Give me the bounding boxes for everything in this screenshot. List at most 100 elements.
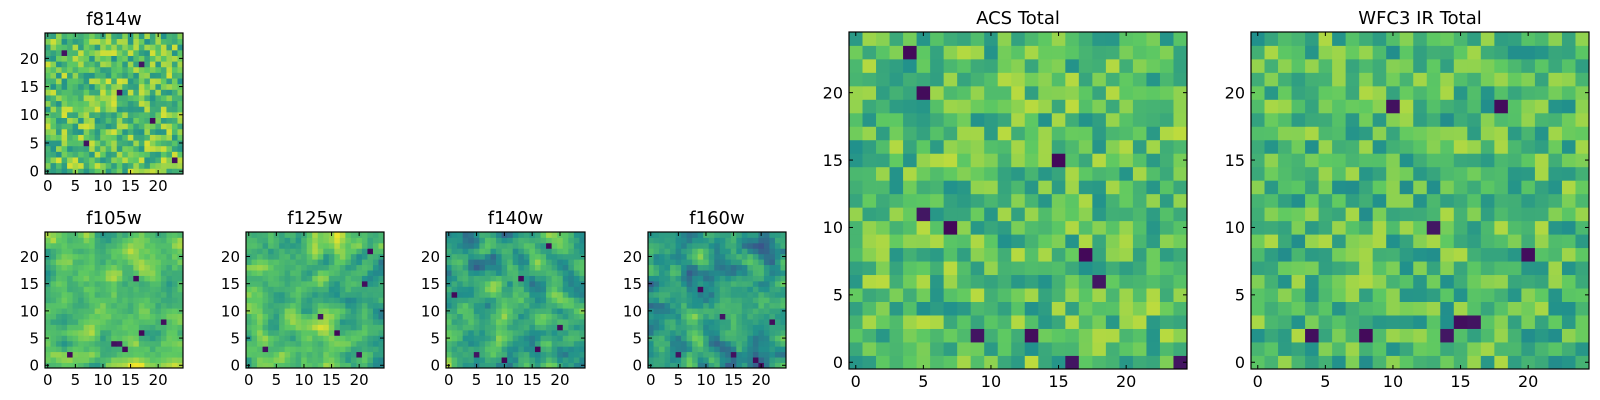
heatmap-cell	[686, 291, 693, 298]
heatmap-cell	[1453, 32, 1468, 46]
heatmap-cell	[246, 291, 252, 298]
heatmap-cell	[94, 291, 101, 298]
heatmap-cell	[725, 335, 732, 342]
heatmap-cell	[334, 297, 341, 304]
heatmap-cell	[1453, 301, 1468, 316]
heatmap-cell	[997, 180, 1012, 195]
heatmap-cell	[127, 78, 134, 85]
heatmap-cell	[534, 297, 541, 304]
heatmap-cell	[736, 270, 743, 276]
heatmap-cell	[1278, 112, 1292, 127]
heatmap-cell	[752, 351, 759, 358]
heatmap-cell	[262, 329, 269, 336]
heatmap-cell	[306, 232, 313, 238]
heatmap-cell	[1521, 126, 1536, 141]
heatmap-cell	[730, 329, 737, 336]
heatmap-cell	[862, 355, 877, 370]
heatmap-cell	[957, 315, 972, 329]
heatmap-cell	[686, 264, 693, 271]
heatmap-cell	[301, 270, 308, 276]
heatmap-cell	[849, 274, 863, 289]
heatmap-cell	[957, 288, 972, 302]
heatmap-cell	[984, 315, 999, 329]
heatmap-cell	[1521, 301, 1536, 316]
heatmap-cell	[769, 270, 776, 276]
heatmap-cell	[774, 362, 781, 369]
heatmap-cell	[719, 286, 726, 293]
heatmap-cell	[155, 83, 162, 90]
heatmap-cell	[697, 291, 704, 298]
heatmap-cell	[774, 237, 781, 244]
y-tick-label: 5	[29, 134, 39, 152]
heatmap-cell	[1119, 301, 1134, 316]
heatmap-cell	[306, 324, 313, 331]
heatmap-cell	[149, 95, 156, 102]
heatmap-cell	[155, 340, 162, 347]
heatmap-cell	[262, 248, 269, 255]
heatmap-cell	[312, 264, 319, 271]
heatmap-cell	[83, 140, 90, 147]
heatmap-cell	[290, 319, 297, 325]
heatmap-cell	[490, 335, 497, 342]
heatmap-cell	[50, 253, 57, 260]
heatmap-cell	[1038, 288, 1053, 302]
heatmap-cell	[83, 162, 90, 169]
heatmap-cell	[930, 234, 945, 249]
heatmap-cell	[301, 351, 308, 358]
heatmap-cell	[970, 274, 985, 289]
heatmap-cell	[1345, 99, 1360, 114]
heatmap-cell	[1278, 166, 1292, 181]
heatmap-cell	[490, 248, 497, 255]
heatmap-cell	[579, 319, 586, 325]
heatmap-cell	[1386, 139, 1401, 154]
heatmap-cell	[512, 319, 519, 325]
heatmap-cell	[1575, 207, 1590, 222]
heatmap-cell	[138, 313, 145, 320]
heatmap-cell	[83, 346, 90, 353]
heatmap-cell	[111, 140, 118, 147]
heatmap-cell	[378, 275, 385, 282]
heatmap-cell	[122, 264, 129, 271]
heatmap-cell	[1173, 207, 1188, 222]
heatmap-cell	[446, 237, 452, 244]
heatmap-cell	[246, 313, 252, 320]
heatmap-cell	[133, 78, 140, 85]
heatmap-cell	[100, 319, 107, 325]
heatmap-cell	[166, 319, 173, 325]
heatmap-cell	[780, 248, 787, 255]
heatmap-cell	[306, 270, 313, 276]
heatmap-cell	[122, 140, 129, 147]
heatmap-cell	[997, 234, 1012, 249]
heatmap-cell	[133, 302, 140, 309]
heatmap-cell	[367, 335, 374, 342]
heatmap-cell	[61, 270, 68, 276]
heatmap-cell	[83, 232, 90, 238]
heatmap-cell	[345, 340, 352, 347]
heatmap-cell	[323, 286, 330, 293]
heatmap-cell	[1480, 288, 1495, 302]
heatmap-cell	[67, 308, 73, 314]
heatmap-cell	[50, 329, 57, 336]
heatmap-cell	[557, 259, 564, 266]
heatmap-cell	[501, 291, 508, 298]
heatmap-cell	[557, 286, 564, 293]
heatmap-cell	[67, 89, 73, 96]
heatmap-cell	[1132, 126, 1147, 141]
heatmap-cell	[94, 319, 101, 325]
heatmap-cell	[1291, 112, 1306, 127]
heatmap-cell	[127, 100, 134, 107]
heatmap-cell	[473, 335, 480, 342]
heatmap-cell	[1575, 288, 1590, 302]
heatmap-cell	[1278, 180, 1292, 195]
heatmap-cell	[714, 291, 721, 298]
heatmap-cell	[1173, 328, 1188, 343]
heatmap-cell	[1359, 112, 1374, 127]
heatmap-cell	[719, 270, 726, 276]
heatmap-cell	[105, 362, 112, 369]
heatmap-cell	[67, 168, 73, 175]
heatmap-cell	[1345, 32, 1360, 46]
heatmap-cell	[284, 324, 291, 331]
heatmap-cell	[1426, 112, 1441, 127]
heatmap-cell	[166, 248, 173, 255]
heatmap-cell	[94, 340, 101, 347]
